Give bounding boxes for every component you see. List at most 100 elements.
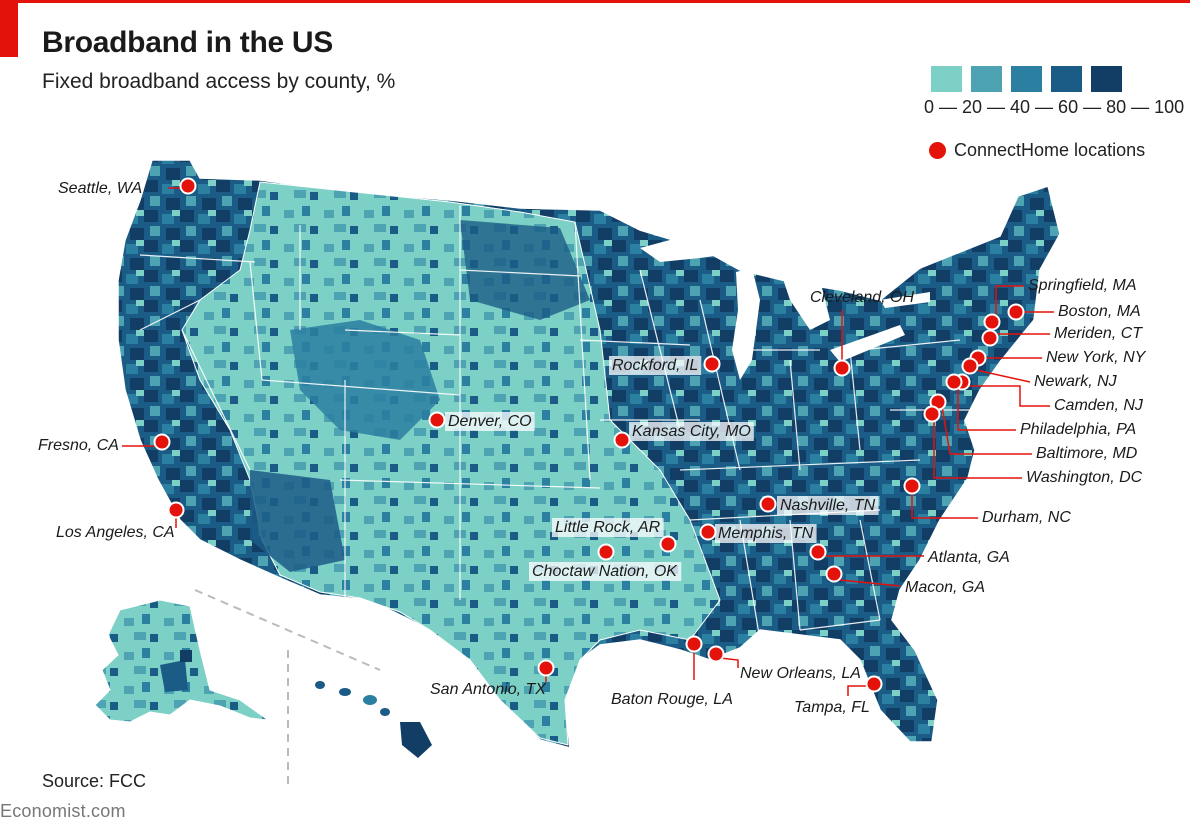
location-label: Washington, DC (1026, 469, 1143, 486)
location-dot-icon (923, 405, 941, 423)
location-dot-icon (865, 675, 883, 693)
leader-line (719, 657, 739, 668)
location-newark-nj: Newark, NJ (961, 357, 1118, 390)
marker-dot-icon (929, 142, 946, 159)
location-dot-icon (945, 373, 963, 391)
location-dot-icon (981, 329, 999, 347)
leader-line (911, 492, 978, 519)
leader-line (847, 685, 868, 696)
legend-swatch-40-60 (1011, 66, 1042, 92)
location-los-angeles-ca: Los Angeles, CA (56, 501, 185, 541)
lake-erie (830, 325, 905, 362)
arizona-patch (250, 470, 345, 572)
chart-subtitle: Fixed broadband access by county, % (42, 70, 396, 93)
location-cleveland-oh: Cleveland, OH (810, 289, 914, 377)
publisher-brand: Economist.com (0, 801, 126, 821)
lake-michigan (732, 268, 760, 380)
location-denver-co: Denver, CO (428, 411, 535, 431)
location-dot-icon (659, 535, 677, 553)
location-new-orleans-la: New Orleans, LA (707, 645, 861, 682)
plains-medium-patch (290, 320, 440, 440)
location-dot-icon (613, 431, 631, 449)
connecthome-markers: Seattle, WA Fresno, CA Los Angeles, CA Denv… (38, 177, 1147, 716)
location-memphis-tn: Memphis, TN (699, 523, 817, 543)
leader-line (957, 388, 1016, 431)
location-dot-icon (167, 501, 185, 519)
location-label: San Antonio, TX (430, 681, 547, 698)
location-baton-rouge-la: Baton Rouge, LA (611, 635, 733, 708)
location-label: New York, NY (1046, 349, 1147, 366)
location-dot-icon (537, 659, 555, 677)
location-rockford-il: Rockford, IL (609, 355, 721, 375)
location-label: Baton Rouge, LA (611, 691, 733, 708)
location-atlanta-ga: Atlanta, GA (809, 543, 1010, 566)
legend-swatch-60-80 (1051, 66, 1082, 92)
alaska-dark-patch-2 (180, 650, 192, 662)
location-camden-nj: Camden, NJ (953, 373, 1144, 414)
location-choctaw-nation-ok: Choctaw Nation, OK (529, 543, 682, 581)
leader-line (933, 420, 1022, 479)
location-label: Baltimore, MD (1036, 445, 1138, 462)
northern-plains-patch (460, 220, 590, 320)
location-label: Macon, GA (905, 579, 985, 596)
location-dot-icon (707, 645, 725, 663)
hawaii-islands (315, 681, 432, 758)
location-little-rock-ar: Little Rock, AR (552, 518, 677, 553)
alaska-dark-patch (160, 660, 188, 692)
location-durham-nc: Durham, NC (903, 477, 1071, 526)
legend-swatch-0-20 (931, 66, 962, 92)
location-label: Memphis, TN (718, 525, 814, 542)
location-seattle-wa: Seattle, WA (58, 177, 197, 197)
location-dot-icon (428, 411, 446, 429)
location-label: Little Rock, AR (555, 519, 661, 536)
location-boston-ma: Boston, MA (1007, 303, 1141, 321)
location-label: Newark, NJ (1034, 373, 1118, 390)
location-label: Nashville, TN (780, 497, 876, 514)
inset-dividers (194, 589, 381, 785)
state-borders (139, 205, 970, 641)
location-dot-icon (961, 357, 979, 375)
location-dot-icon (825, 565, 843, 583)
location-philadelphia-pa: Philadelphia, PA (945, 373, 1136, 438)
leader-line (975, 369, 1031, 383)
color-legend (931, 66, 1122, 92)
leader-line (995, 285, 1024, 316)
location-label: Atlanta, GA (927, 549, 1010, 566)
location-dot-icon (699, 523, 717, 541)
location-label: Seattle, WA (58, 180, 142, 197)
location-macon-ga: Macon, GA (825, 565, 985, 596)
source-note: Source: FCC (42, 771, 147, 791)
location-dot-icon (983, 313, 1001, 331)
location-nashville-tn: Nashville, TN (759, 495, 879, 515)
marker-legend-label: ConnectHome locations (954, 140, 1146, 160)
location-label: Fresno, CA (38, 437, 119, 454)
location-label: Kansas City, MO (632, 423, 751, 440)
label-backdrop (715, 524, 817, 543)
location-dot-icon (809, 543, 827, 561)
location-label: New Orleans, LA (740, 665, 861, 682)
top-rule (0, 0, 1190, 3)
location-dot-icon (179, 177, 197, 195)
location-label: Choctaw Nation, OK (532, 563, 678, 580)
legend-scale: 0 — 20 — 40 — 60 — 80 — 100 (924, 97, 1185, 117)
location-label: Los Angeles, CA (56, 524, 175, 541)
location-baltimore-md: Baltimore, MD (929, 393, 1138, 462)
location-washington-dc: Washington, DC (923, 405, 1143, 486)
label-backdrop (552, 518, 664, 537)
lake-ontario (880, 292, 930, 308)
location-label: Camden, NJ (1054, 397, 1144, 414)
brand-tab (0, 3, 18, 57)
label-backdrop (609, 356, 702, 375)
location-label: Philadelphia, PA (1020, 421, 1136, 438)
location-label: Meriden, CT (1054, 325, 1143, 342)
location-label: Cleveland, OH (810, 289, 914, 306)
leader-line (941, 405, 1032, 455)
leader-line (839, 579, 901, 587)
location-dot-icon (597, 543, 615, 561)
location-kansas-city-mo: Kansas City, MO (613, 422, 754, 449)
leader-line (968, 385, 1050, 407)
location-dot-icon (903, 477, 921, 495)
location-label: Denver, CO (448, 413, 532, 430)
location-dot-icon (833, 359, 851, 377)
